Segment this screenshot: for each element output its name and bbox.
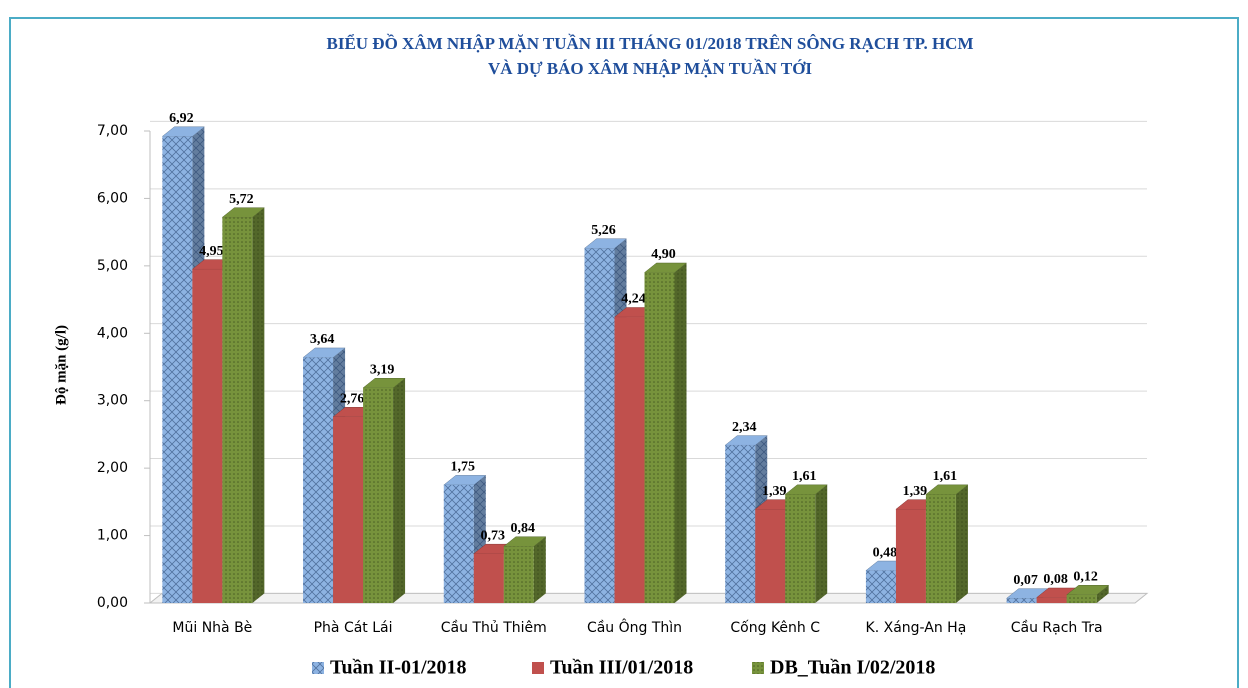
x-tick-label: Cầu Ông Thìn [587,618,682,636]
data-label: 4,24 [621,292,646,307]
y-tick-label: 4,00 [97,325,128,341]
data-label: 5,72 [229,192,254,207]
data-label: 1,39 [903,484,928,499]
data-label: 0,48 [873,545,898,560]
bar-side-texture [674,263,687,603]
bar-texture [644,272,675,603]
data-label: 3,64 [310,332,335,347]
data-label: 1,61 [933,469,958,484]
data-label: 0,73 [481,528,506,543]
y-tick-label: 0,00 [97,595,128,611]
legend-label: Tuần III/01/2018 [550,657,693,679]
chart-title: BIỂU ĐỒ XÂM NHẬP MẶN TUẦN III THÁNG 01/2… [326,33,973,53]
y-axis-label: Độ mặn (g/l) [53,325,69,405]
bar-top [724,435,768,446]
bar-texture [725,445,756,603]
bar-side-texture [815,484,828,603]
bar-texture [303,357,334,603]
x-tick-label: K. Xáng-An Hạ [866,620,967,636]
bar-side-texture [955,484,968,603]
bar [614,317,645,603]
legend-swatch-texture [752,662,764,674]
bar-side-texture [252,207,265,604]
bar-texture [443,485,474,603]
bar-texture [363,387,394,603]
bar-texture [865,570,896,603]
bar [333,416,364,603]
data-label: 4,95 [199,244,224,259]
legend-swatch [532,662,544,674]
x-tick-label: Mũi Nhà Bè [172,620,252,636]
data-label: 0,07 [1013,573,1038,588]
bar-side-texture [533,536,546,603]
data-label: 0,12 [1073,570,1098,585]
data-label: 1,75 [451,460,476,475]
bar-texture [925,494,956,603]
x-tick-label: Cầu Thủ Thiêm [441,620,547,636]
data-label: 0,84 [511,521,536,536]
data-label: 1,61 [792,469,817,484]
y-tick-label: 3,00 [97,393,128,409]
data-label: 1,39 [762,484,787,499]
bar-top [161,126,206,137]
bar [192,269,223,603]
bar-texture [1006,598,1037,603]
y-tick-label: 1,00 [97,528,128,544]
chart-subtitle: VÀ DỰ BÁO XÂM NHẬP MẶN TUẦN TỚI [488,59,812,78]
data-label: 4,90 [651,247,676,262]
bar-texture [503,546,534,603]
y-tick-label: 7,00 [97,123,128,139]
bar-texture [785,494,816,603]
y-tick-label: 2,00 [97,460,128,476]
bar [895,509,926,603]
bar-texture [222,217,253,603]
bar-side-texture [393,378,406,603]
bar [1036,597,1067,603]
legend-label: Tuần II-01/2018 [330,657,467,679]
data-label: 5,26 [591,223,616,238]
data-label: 3,19 [370,363,395,378]
bar [755,509,786,603]
data-label: 6,92 [169,111,194,126]
bar-texture [584,248,615,603]
bar [473,553,504,603]
legend-swatch-texture [312,662,324,674]
x-tick-label: Cống Kênh C [730,619,820,636]
y-tick-label: 6,00 [97,190,128,206]
data-label: 0,08 [1043,572,1068,587]
bar-side-texture [1096,585,1109,603]
bar-texture [1066,594,1097,603]
bar-texture [162,136,193,603]
x-tick-label: Phà Cát Lái [314,620,393,636]
data-label: 2,34 [732,420,757,435]
y-tick-label: 5,00 [97,258,128,274]
x-tick-label: Cầu Rạch Tra [1011,620,1103,636]
data-label: 2,76 [340,392,365,407]
legend-label: DB_Tuần I/02/2018 [770,657,935,679]
